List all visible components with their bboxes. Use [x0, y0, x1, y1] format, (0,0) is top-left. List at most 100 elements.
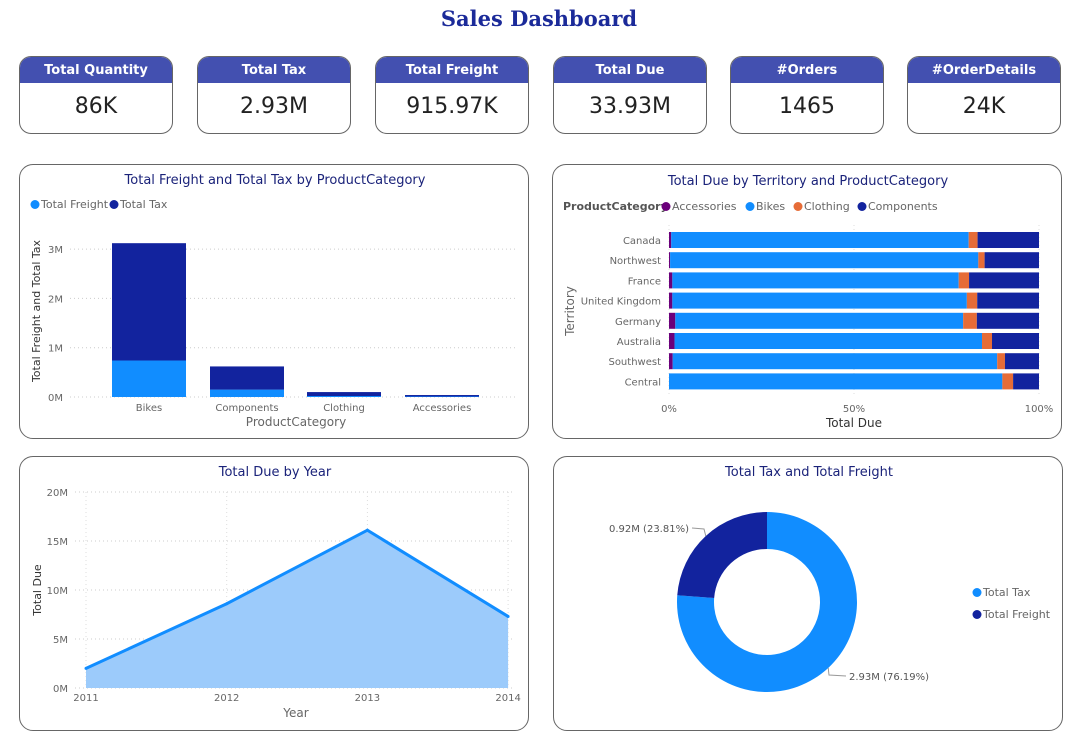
bar-segment-components: [969, 272, 1039, 289]
due-by-territory-chart[interactable]: Total Due by Territory and ProductCatego…: [552, 164, 1062, 439]
bar-segment-bikes: [671, 232, 969, 248]
chart-svg: Total Due by Territory and ProductCatego…: [563, 174, 1054, 430]
kpi-value: 33.93M: [589, 94, 671, 119]
legend-label: Total Freight: [40, 198, 109, 211]
kpi-card-total-tax[interactable]: Total Tax 2.93M: [197, 56, 351, 134]
legend-marker-icon: [793, 202, 803, 211]
x-tick-label: 2012: [214, 693, 239, 704]
bar-segment-bikes: [675, 312, 964, 329]
bar-segment-components: [977, 292, 1039, 309]
legend-label: Bikes: [756, 200, 785, 213]
leader-line: [827, 667, 847, 677]
kpi-label: Total Tax: [198, 57, 350, 83]
kpi-label: Total Freight: [376, 57, 528, 83]
kpi-card-total-quantity[interactable]: Total Quantity 86K: [19, 56, 173, 134]
y-tick-label: Canada: [623, 236, 661, 247]
bar-segment-components: [1013, 373, 1039, 390]
legend-marker-icon: [30, 200, 40, 209]
x-axis-title: Year: [282, 706, 308, 720]
bar-segment-accessories: [669, 353, 673, 370]
legend-label: Total Tax: [982, 586, 1031, 599]
bar-segment-accessories: [669, 272, 673, 289]
y-axis-title: Territory: [563, 286, 577, 337]
kpi-card-total-due[interactable]: Total Due 33.93M: [553, 56, 707, 134]
area-line: [85, 528, 509, 670]
bar-segment-clothing: [982, 333, 993, 349]
chart-title: Total Due by Territory and ProductCatego…: [667, 174, 949, 189]
due-by-year-chart[interactable]: Total Due by Year 0M 5M 10M 15M 20M 2011 2012 20…: [19, 456, 529, 731]
bar-segment-clothing: [997, 353, 1005, 370]
kpi-card-total-freight[interactable]: Total Freight 915.97K: [375, 56, 529, 134]
bar-segment-components: [976, 312, 1039, 329]
kpi-label: Total Quantity: [20, 57, 172, 83]
y-tick-label: 1M: [48, 344, 63, 355]
legend-marker-icon: [745, 202, 755, 211]
legend-label: Accessories: [672, 200, 737, 213]
bar-segment-total-tax: [112, 243, 186, 361]
chart-svg: Total Freight and Total Tax by ProductCa…: [30, 173, 518, 429]
bar-segment-total-freight: [307, 396, 381, 397]
y-tick-label: Australia: [617, 337, 661, 348]
area-fill: [86, 530, 509, 688]
bar-segment-bikes: [672, 272, 959, 289]
bar-segment-total-tax: [307, 392, 381, 397]
data-label: 0.92M (23.81%): [609, 524, 689, 535]
y-tick-label: Southwest: [608, 357, 661, 368]
chart-title: Total Freight and Total Tax by ProductCa…: [124, 173, 426, 188]
legend-marker-icon: [109, 200, 119, 209]
x-tick-label: Clothing: [323, 403, 365, 414]
bar-segment-clothing: [1002, 373, 1014, 390]
bar-segment-components: [984, 252, 1039, 269]
x-tick-label: Components: [215, 403, 278, 414]
y-axis-title: Total Due: [31, 564, 44, 617]
chart-title: Total Tax and Total Freight: [724, 465, 893, 480]
bar-segment-bikes: [670, 252, 979, 269]
bar-segment-bikes: [669, 373, 1003, 390]
x-axis-title: ProductCategory: [246, 415, 346, 429]
donut-slice-total-tax: [677, 512, 857, 692]
bar-segment-total-freight: [210, 389, 284, 397]
kpi-card-orders[interactable]: #Orders 1465: [730, 56, 884, 134]
y-axis-title: Total Freight and Total Tax: [30, 239, 43, 383]
bar-segment-total-tax: [405, 395, 479, 397]
y-tick-label: 0M: [48, 393, 63, 404]
legend-label: Components: [868, 200, 938, 213]
chart-svg: Total Due by Year 0M 5M 10M 15M 20M 2011 2012 20…: [31, 465, 521, 720]
donut-slice-total-freight: [677, 512, 767, 599]
bar-segment-clothing: [978, 252, 985, 269]
data-label: 2.93M (76.19%): [849, 672, 929, 683]
kpi-card-order-details[interactable]: #OrderDetails 24K: [907, 56, 1061, 134]
x-axis-title: Total Due: [825, 416, 882, 430]
y-tick-label: France: [628, 276, 661, 287]
tax-freight-donut-chart[interactable]: Total Tax and Total Freight 2.93M (76.19%…: [553, 456, 1063, 731]
bar-segment-clothing: [966, 292, 978, 309]
x-tick-label: 100%: [1025, 404, 1054, 415]
bar-segment-bikes: [672, 353, 998, 370]
bar-segment-accessories: [669, 232, 672, 248]
x-tick-label: 2014: [495, 693, 520, 704]
bar-segment-accessories: [669, 333, 675, 349]
legend-label: Total Freight: [982, 608, 1051, 621]
y-tick-label: Central: [625, 377, 661, 388]
y-tick-label: 15M: [47, 537, 68, 548]
bar-segment-clothing: [963, 312, 977, 329]
y-tick-label: United Kingdom: [581, 297, 661, 308]
legend-marker-icon: [972, 610, 982, 619]
legend-title: ProductCategory: [563, 200, 668, 213]
data-point: [365, 528, 369, 532]
x-tick-label: Bikes: [136, 403, 162, 414]
kpi-value: 2.93M: [240, 94, 308, 119]
bar-segment-components: [1004, 353, 1039, 370]
bar-segment-accessories: [669, 292, 673, 309]
y-tick-label: 3M: [48, 245, 63, 256]
x-tick-label: 50%: [843, 404, 865, 415]
page-title: Sales Dashboard: [440, 6, 638, 31]
freight-tax-by-category-chart[interactable]: Total Freight and Total Tax by ProductCa…: [19, 164, 529, 439]
bar-segment-accessories: [669, 312, 676, 329]
leader-line: [691, 527, 707, 537]
x-tick-label: 0%: [661, 404, 677, 415]
data-point: [225, 602, 229, 606]
chart-svg: Total Tax and Total Freight 2.93M (76.19%…: [609, 465, 1051, 692]
kpi-label: Total Due: [554, 57, 706, 83]
